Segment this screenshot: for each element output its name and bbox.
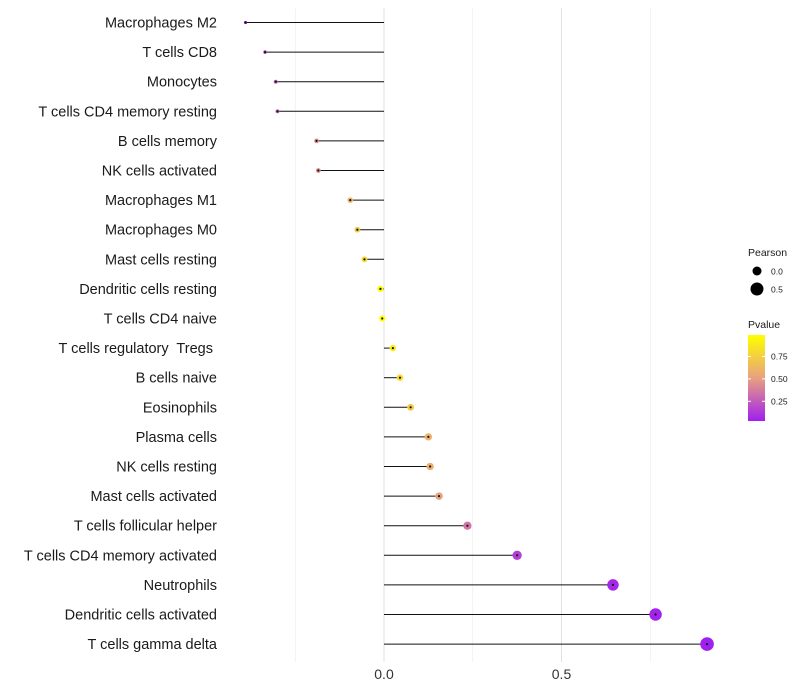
- category-label: T cells gamma delta: [88, 637, 218, 653]
- category-label: T cells regulatory Tregs: [59, 341, 218, 357]
- size-legend-label-large: 0.5: [771, 285, 783, 295]
- lollipop-point-center: [398, 376, 402, 379]
- lollipop-point-center: [276, 110, 279, 113]
- lollipop-point-center: [427, 435, 430, 438]
- size-legend-key-large: [750, 282, 764, 296]
- lollipop-point-center: [244, 21, 247, 24]
- lollipop-point-center: [315, 139, 318, 142]
- category-label: Plasma cells: [136, 430, 217, 446]
- category-label: T cells CD4 memory activated: [24, 548, 217, 564]
- category-label: Mast cells resting: [105, 252, 217, 268]
- category-label: T cells CD8: [142, 45, 217, 61]
- color-tick-label: 0.25: [771, 396, 788, 406]
- color-legend-ticks: 0.75 0.50 0.25: [748, 352, 788, 406]
- lollipop-point-center: [516, 554, 519, 557]
- category-label: T cells CD4 naive: [104, 312, 217, 328]
- y-axis-labels: Macrophages M2 T cells CD8 Monocytes T cell…: [24, 16, 218, 654]
- lollipop-point-center: [409, 406, 412, 409]
- category-label: NK cells resting: [116, 460, 217, 476]
- color-legend-bar: [748, 335, 765, 421]
- lollipop-point-center: [466, 524, 469, 527]
- category-label: Monocytes: [147, 75, 217, 91]
- lollipop-point-center: [263, 51, 267, 54]
- category-label: T cells CD4 memory resting: [38, 104, 217, 120]
- x-tick-label: 0.0: [374, 666, 394, 682]
- grid: [294, 8, 651, 662]
- lollipop-point-center: [705, 643, 709, 646]
- lollipop-point-center: [437, 495, 441, 498]
- legend: Pearson 0.0 0.5 Pvalue 0.75 0.50 0.25: [748, 247, 788, 421]
- category-label: Neutrophils: [144, 578, 217, 594]
- x-tick-label: 0.5: [552, 666, 572, 682]
- x-axis-ticks: 0.0 0.5: [374, 666, 571, 682]
- category-label: Dendritic cells resting: [79, 282, 217, 298]
- size-legend-key-small: [752, 266, 762, 276]
- category-label: T cells follicular helper: [74, 519, 217, 535]
- lollipop-point-center: [654, 613, 657, 616]
- category-label: NK cells activated: [102, 164, 217, 180]
- color-legend-title: Pvalue: [748, 319, 780, 331]
- size-legend-label-small: 0.0: [771, 267, 783, 277]
- lollipop-point-center: [429, 465, 432, 468]
- color-tick-label: 0.50: [771, 374, 788, 384]
- lollipop-point-center: [611, 583, 615, 587]
- lollipop-point-center: [356, 228, 359, 231]
- category-label: Macrophages M0: [105, 223, 217, 239]
- category-label: Macrophages M1: [105, 193, 217, 209]
- lollipop-points: [243, 20, 714, 651]
- lollipop-point-center: [349, 199, 352, 202]
- lollipop-point-center: [381, 317, 384, 320]
- category-label: Macrophages M2: [105, 16, 217, 32]
- color-tick-label: 0.75: [771, 352, 788, 362]
- category-label: Dendritic cells activated: [65, 608, 217, 624]
- lollipop-point-center: [379, 287, 382, 290]
- lollipop-point-center: [274, 80, 277, 83]
- lollipop-point-center: [391, 347, 394, 350]
- lollipop-stems: [245, 22, 708, 645]
- lollipop-point-center: [363, 258, 366, 261]
- category-label: B cells naive: [136, 371, 217, 387]
- lollipop-point-center: [317, 169, 320, 172]
- category-label: B cells memory: [118, 134, 218, 150]
- category-label: Eosinophils: [143, 400, 217, 416]
- category-label: Mast cells activated: [90, 489, 217, 505]
- size-legend-title: Pearson: [748, 247, 787, 259]
